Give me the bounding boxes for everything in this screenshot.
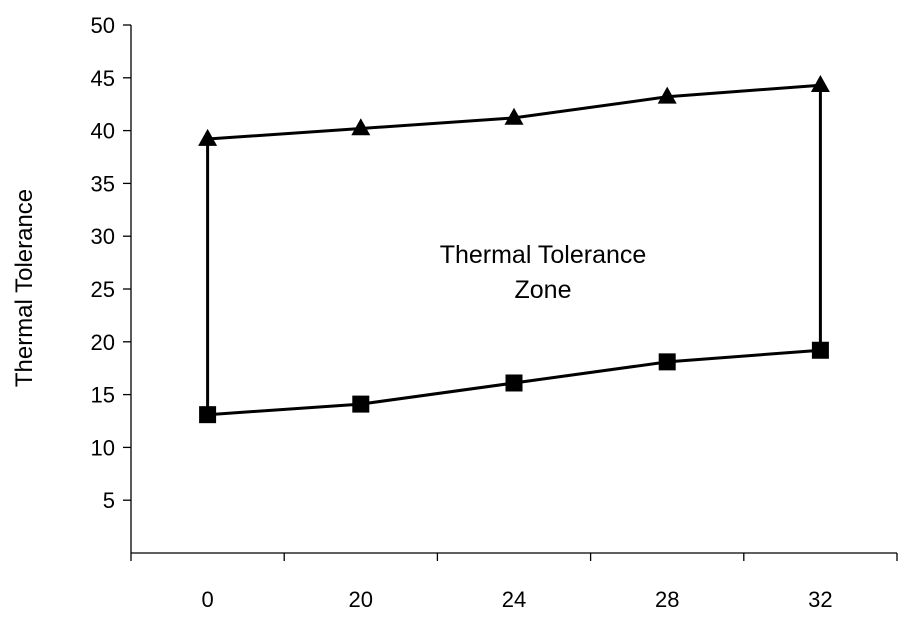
y-tick-label: 25 [91, 277, 115, 302]
triangle-marker [810, 74, 830, 92]
y-tick-label: 10 [91, 435, 115, 460]
y-tick-label: 40 [91, 119, 115, 144]
y-axis-ticks: 5 10 15 20 25 30 35 40 45 50 [91, 13, 131, 513]
triangle-marker [657, 86, 677, 104]
x-tick-label: 32 [808, 587, 832, 612]
zone-annotation-line-2: Zone [515, 276, 572, 304]
y-tick-label: 35 [91, 171, 115, 196]
square-marker [811, 341, 829, 359]
triangle-marker [351, 118, 371, 136]
triangle-marker [504, 107, 524, 125]
y-tick-label: 45 [91, 66, 115, 91]
series-group [198, 74, 830, 424]
zone-brackets [206, 85, 822, 415]
square-marker [505, 374, 523, 392]
x-tick-label: 0 [201, 587, 213, 612]
triangle-marker [198, 128, 218, 146]
y-tick-label: 15 [91, 383, 115, 408]
x-axis-ticks: 0 20 24 28 32 [130, 553, 898, 612]
y-tick-label: 5 [103, 488, 115, 513]
y-tick-label: 50 [91, 13, 115, 38]
y-tick-label: 30 [91, 224, 115, 249]
y-tick-label: 20 [91, 330, 115, 355]
square-marker [199, 406, 217, 424]
y-axis-label: Thermal Tolerance [11, 189, 38, 387]
x-tick-label: 20 [349, 587, 373, 612]
square-marker [658, 353, 676, 371]
square-marker [352, 395, 370, 413]
zone-annotation-line-1: Thermal Tolerance [440, 241, 647, 269]
x-tick-label: 28 [655, 587, 679, 612]
x-tick-label: 24 [502, 587, 526, 612]
